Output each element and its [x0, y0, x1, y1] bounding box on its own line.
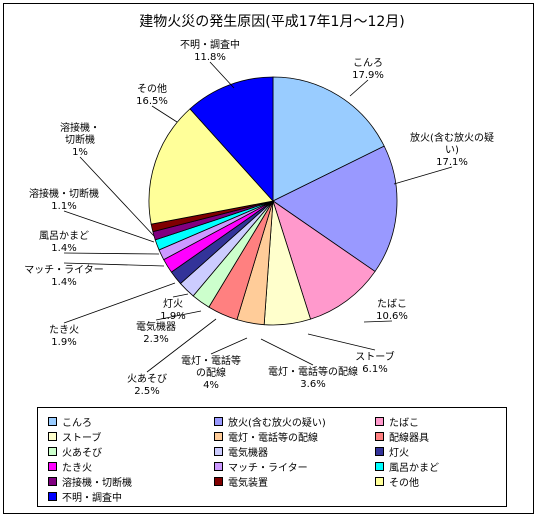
legend-item: 配線器具 — [375, 429, 429, 444]
legend-swatch — [375, 461, 384, 471]
leader-line-9 — [172, 293, 189, 298]
data-label-8: 電気機器 2.3% — [136, 320, 176, 345]
data-label-1: こんろ 17.9% — [352, 57, 384, 81]
pie-slice-3 — [272, 200, 376, 320]
data-label-15: その他 16.5% — [136, 82, 168, 107]
legend-swatch — [48, 416, 57, 426]
legend-label: マッチ・ライター — [228, 462, 308, 474]
legend-item: 電気装置 — [214, 474, 268, 489]
leader-line-10 — [63, 282, 176, 324]
pie-slice-1 — [272, 76, 385, 202]
leader-line-3 — [363, 320, 393, 323]
leader-line-6 — [210, 337, 248, 355]
legend-label: 電気装置 — [228, 477, 268, 489]
pie-slice-15 — [148, 108, 274, 225]
legend: こんろ 放火(含む放火の疑い) たばこ ストーブ 電灯・電話等の配線 配線器具 火あそび 電気… — [37, 407, 507, 507]
legend-item: たばこ — [375, 414, 419, 429]
legend-item: こんろ — [48, 414, 92, 429]
data-label-4: ストーブ 6.1% — [355, 350, 394, 375]
leader-line-4 — [307, 333, 376, 351]
legend-item: マッチ・ライター — [214, 459, 308, 474]
data-label-7: 火あそび 2.5% — [127, 373, 167, 397]
legend-label: 電灯・電話等の配線 — [228, 432, 318, 444]
legend-swatch — [214, 446, 223, 456]
legend-swatch — [48, 446, 57, 456]
legend-label: その他 — [389, 477, 419, 489]
legend-item: 灯火 — [375, 444, 409, 459]
legend-item: 電気機器 — [214, 444, 268, 459]
chart-area: 建物火災の発生原因(平成17年1月〜12月) こんろ 17.9% 放火(含む放火の疑… — [3, 3, 534, 514]
legend-label: 風呂かまど — [389, 462, 439, 474]
legend-item: たき火 — [48, 459, 92, 474]
leader-line-2 — [393, 166, 453, 185]
data-label-16: 不明・調査中 11.8% — [180, 38, 240, 63]
legend-item: 火あそび — [48, 444, 102, 459]
legend-item: 溶接機・切断機 — [48, 474, 132, 489]
leader-lines — [63, 61, 453, 373]
leader-line-15 — [151, 105, 178, 123]
legend-swatch — [214, 416, 223, 426]
legend-swatch — [375, 431, 384, 441]
legend-label: 放火(含む放火の疑い) — [228, 417, 326, 429]
legend-label: たばこ — [389, 417, 419, 429]
legend-item: 不明・調査中 — [48, 489, 122, 504]
data-label-2: 放火(含む放火の疑い) 17.1% — [410, 131, 494, 168]
leader-line-8 — [155, 310, 202, 321]
legend-item: 風呂かまど — [375, 459, 439, 474]
legend-swatch — [214, 461, 223, 471]
legend-item: その他 — [375, 474, 419, 489]
legend-swatch — [375, 476, 384, 486]
leader-line-16 — [209, 61, 235, 89]
legend-item: 電灯・電話等の配線 — [214, 429, 318, 444]
leader-line-11 — [63, 262, 165, 267]
data-label-12: 風呂かまど 1.4% — [39, 230, 89, 254]
leader-line-5 — [260, 338, 314, 366]
chart-title: 建物火災の発生原因(平成17年1月〜12月) — [139, 14, 404, 30]
legend-swatch — [48, 431, 57, 441]
pie-slices — [148, 76, 398, 326]
leader-line-13 — [63, 210, 155, 243]
legend-label: ストーブ — [62, 432, 102, 444]
pie-chart: 建物火災の発生原因(平成17年1月〜12月) こんろ 17.9% 放火(含む放火の疑… — [24, 14, 494, 397]
legend-swatch — [375, 416, 384, 426]
legend-swatch — [214, 431, 223, 441]
legend-swatch — [48, 461, 57, 471]
data-label-11: マッチ・ライター 1.4% — [24, 264, 104, 288]
legend-swatch — [48, 491, 57, 501]
pie-slice-16 — [189, 76, 274, 203]
legend-label: 電気機器 — [228, 447, 268, 459]
legend-item: 放火(含む放火の疑い) — [214, 414, 326, 429]
legend-label: たき火 — [62, 462, 92, 474]
data-label-3: たばこ 10.6% — [376, 298, 408, 322]
legend-label: 火あそび — [62, 447, 102, 459]
leader-line-12 — [63, 252, 160, 255]
legend-swatch — [375, 446, 384, 456]
data-label-5: 電灯・電話等の配線 3.6% — [268, 365, 358, 390]
legend-swatch — [214, 476, 223, 486]
legend-label: 溶接機・切断機 — [62, 477, 132, 489]
data-label-9: 灯火 1.9% — [160, 298, 185, 322]
legend-label: 不明・調査中 — [62, 492, 122, 504]
legend-swatch — [48, 476, 57, 486]
leader-line-1 — [349, 79, 369, 97]
data-label-14: 溶接機・切断機 1% — [60, 121, 100, 158]
leader-line-7 — [146, 318, 217, 373]
legend-label: 灯火 — [389, 447, 409, 459]
leader-line-14 — [79, 156, 155, 237]
legend-item: ストーブ — [48, 429, 102, 444]
legend-label: こんろ — [62, 417, 92, 429]
data-labels: こんろ 17.9% 放火(含む放火の疑い) 17.1% たばこ 10.6% ストーブ 6.1%… — [24, 38, 494, 397]
data-label-10: たき火 1.9% — [49, 324, 79, 348]
data-label-13: 溶接機・切断機 1.1% — [29, 187, 99, 212]
legend-label: 配線器具 — [389, 432, 429, 444]
data-label-6: 電灯・電話等の配線 4% — [181, 354, 241, 391]
pie-slice-2 — [272, 145, 398, 273]
